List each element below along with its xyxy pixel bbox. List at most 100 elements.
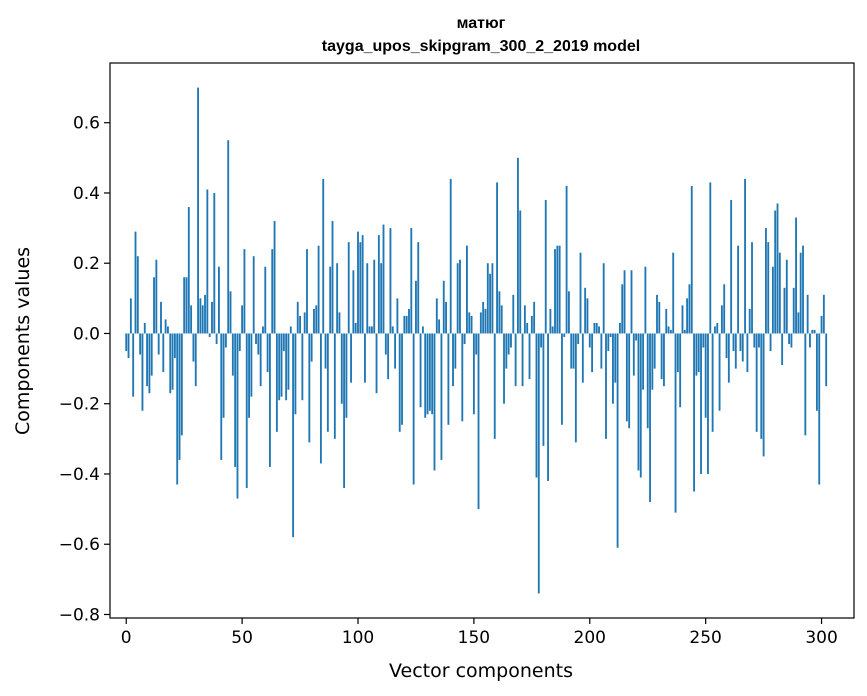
bar-187	[558, 245, 561, 334]
bar-1	[127, 333, 130, 359]
bar-56	[255, 333, 257, 345]
bar-98	[352, 270, 355, 334]
bar-200	[588, 333, 591, 348]
bar-292	[802, 245, 804, 334]
bar-82	[315, 305, 318, 334]
bar-248	[700, 333, 702, 474]
bar-153	[479, 312, 482, 334]
bar-300	[820, 315, 823, 334]
bar-189	[563, 333, 566, 337]
bar-34	[204, 294, 206, 334]
bar-24	[180, 333, 183, 436]
x-tick-label: 250	[689, 628, 721, 648]
bar-121	[405, 315, 408, 334]
bar-274	[760, 333, 763, 439]
bar-197	[581, 333, 584, 383]
bar-170	[519, 210, 522, 334]
bar-131	[428, 333, 431, 411]
bar-220	[635, 333, 638, 341]
bar-155	[484, 308, 487, 334]
bar-218	[630, 270, 633, 334]
bar-163	[503, 333, 505, 404]
y-axis-label: Components values	[12, 247, 34, 435]
bar-285	[785, 259, 788, 334]
bar-76	[301, 333, 304, 401]
bar-246	[695, 333, 698, 376]
bar-204	[598, 326, 600, 334]
bar-12	[153, 277, 155, 334]
bar-128	[421, 326, 424, 334]
bar-202	[593, 322, 596, 334]
bar-95	[345, 333, 348, 418]
bar-255	[716, 322, 719, 334]
bar-205	[600, 333, 603, 369]
y-tick-label: 0.0	[73, 324, 100, 344]
bar-122	[408, 308, 410, 334]
bar-267	[744, 178, 746, 334]
bar-140	[449, 178, 452, 334]
bar-253	[711, 333, 714, 432]
bar-229	[656, 294, 658, 334]
bar-226	[649, 333, 651, 503]
bar-252	[709, 182, 712, 334]
bar-123	[410, 228, 413, 334]
bar-103	[364, 333, 366, 383]
x-axis-ticks: 0 50 100 150 200 250 300	[121, 618, 838, 648]
bar-271	[753, 333, 756, 348]
bar-126	[417, 242, 420, 334]
bar-235	[669, 329, 672, 334]
bar-18	[167, 326, 169, 334]
bar-73	[294, 333, 297, 415]
bar-280	[774, 210, 777, 334]
bar-168	[514, 333, 517, 387]
bar-8	[143, 322, 146, 334]
bar-35	[206, 189, 209, 334]
bar-130	[426, 333, 429, 415]
bar-85	[322, 178, 325, 334]
bar-219	[632, 333, 635, 376]
bar-228	[653, 333, 656, 369]
x-tick-label: 200	[574, 628, 606, 648]
bar-40	[218, 266, 220, 334]
bar-281	[776, 203, 779, 334]
bar-55	[252, 256, 255, 334]
bar-47	[234, 333, 237, 467]
bar-4	[134, 231, 137, 334]
bar-43	[224, 333, 227, 348]
bar-96	[347, 242, 350, 334]
bar-110	[380, 263, 383, 334]
bar-207	[605, 333, 607, 439]
bar-172	[523, 305, 526, 334]
bar-23	[178, 333, 181, 460]
bar-191	[567, 291, 570, 334]
bar-67	[280, 333, 283, 397]
bar-120	[403, 315, 406, 334]
bar-238	[676, 333, 679, 373]
bar-270	[751, 242, 753, 334]
bar-79	[308, 333, 311, 443]
bar-213	[618, 322, 621, 334]
y-tick-label: 0.6	[73, 114, 100, 134]
bar-70	[287, 333, 290, 390]
x-tick-label: 0	[121, 628, 132, 648]
bar-41	[220, 333, 223, 460]
bar-171	[521, 333, 524, 387]
bar-62	[269, 333, 271, 467]
bar-84	[319, 333, 322, 464]
bar-272	[755, 333, 758, 432]
bar-129	[424, 333, 427, 418]
bar-142	[454, 333, 457, 369]
bar-264	[737, 245, 740, 334]
bar-25	[183, 277, 186, 334]
bar-2	[129, 298, 132, 334]
bar-102	[361, 235, 364, 334]
bar-77	[303, 312, 306, 334]
bar-147	[466, 245, 468, 334]
bar-118	[398, 333, 401, 432]
bar-22	[176, 333, 179, 485]
bar-100	[357, 231, 359, 334]
bar-93	[340, 333, 343, 404]
bar-269	[748, 308, 751, 334]
bar-58	[259, 333, 262, 387]
bar-39	[215, 333, 218, 345]
